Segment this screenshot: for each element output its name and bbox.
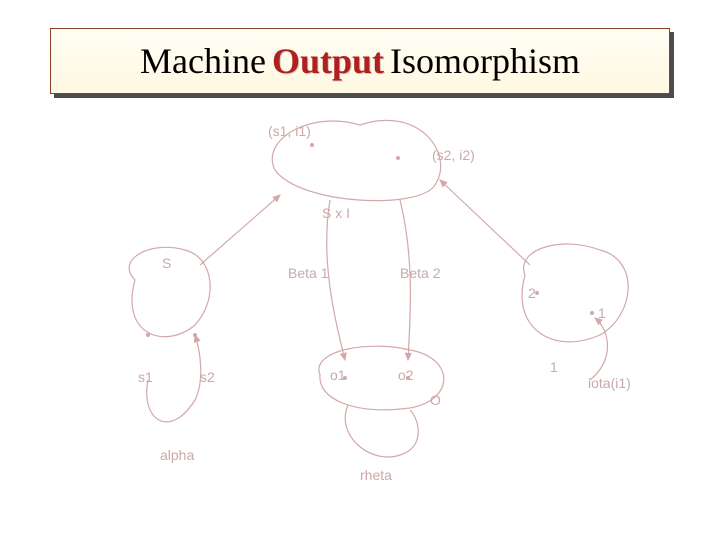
- edge-alpha: [147, 335, 201, 422]
- label-s1: s1: [138, 369, 153, 385]
- point-s1i1: [310, 143, 314, 147]
- label-i1pt: 1: [550, 359, 558, 375]
- label-iota: iota(i1): [588, 375, 631, 391]
- edge-rheta: [345, 405, 418, 457]
- title-part2: Isomorphism: [390, 40, 580, 82]
- label-rheta: rheta: [360, 467, 392, 483]
- edge-beta1: [327, 200, 345, 360]
- label-one: 1: [598, 305, 606, 321]
- diagram-area: S x I (s1, i1) (s2, i2) S s1 s2 O o1 o2 …: [0, 100, 720, 530]
- label-beta1: Beta 1: [288, 265, 329, 281]
- title-part1: Machine: [140, 40, 266, 82]
- label-beta2: Beta 2: [400, 265, 441, 281]
- edge-iota: [590, 318, 608, 380]
- point-s2i2: [396, 156, 400, 160]
- label-s2i2: (s2, i2): [432, 147, 475, 163]
- title-highlight: Output: [272, 40, 384, 82]
- edge-S-to-SxI: [200, 195, 280, 265]
- label-two: 2: [528, 285, 536, 301]
- label-o2: o2: [398, 367, 414, 383]
- diagram-svg: S x I (s1, i1) (s2, i2) S s1 s2 O o1 o2 …: [0, 100, 720, 530]
- title-box: Machine Output Isomorphism: [50, 28, 670, 94]
- point-one: [590, 311, 594, 315]
- label-s2: s2: [200, 369, 215, 385]
- point-two: [535, 291, 539, 295]
- point-s1: [146, 333, 150, 337]
- label-o1: o1: [330, 367, 346, 383]
- label-SxI: S x I: [322, 205, 350, 221]
- label-s1i1: (s1, i1): [268, 123, 311, 139]
- label-O: O: [430, 392, 441, 408]
- label-alpha: alpha: [160, 447, 194, 463]
- edge-I-to-SxI: [440, 180, 530, 265]
- label-S: S: [162, 255, 171, 271]
